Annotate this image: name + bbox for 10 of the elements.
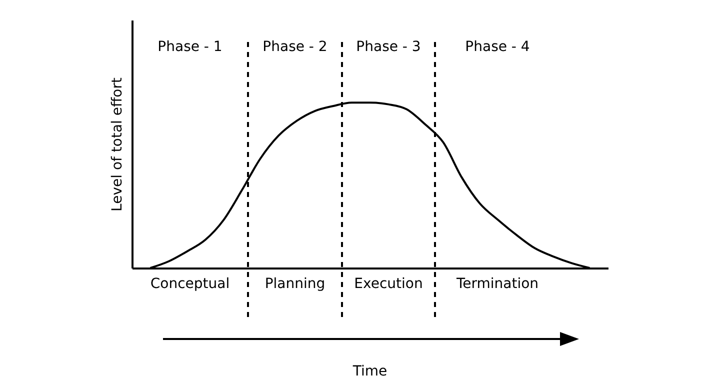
text: Phase - 2 — [262, 39, 328, 55]
text: Phase - 3 — [356, 39, 421, 55]
text: Execution — [354, 276, 423, 292]
text: Planning — [264, 276, 326, 292]
text: Phase - 1 — [158, 39, 222, 55]
text: Time — [352, 364, 388, 380]
y-axis-title: Level of total effort — [110, 77, 126, 212]
text: Termination — [455, 276, 539, 292]
text: Phase - 4 — [465, 39, 530, 55]
text: Conceptual — [150, 276, 230, 292]
